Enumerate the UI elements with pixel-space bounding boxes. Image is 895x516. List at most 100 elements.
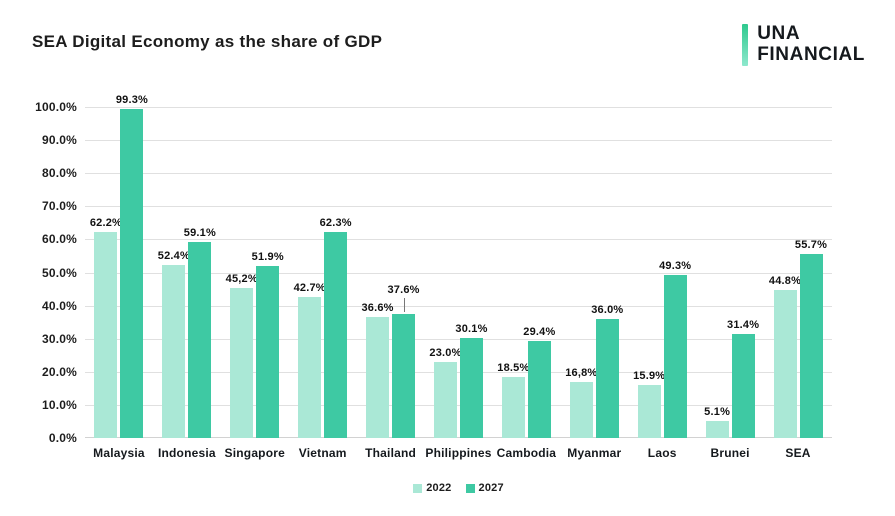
gridline <box>85 173 832 175</box>
y-tick-label: 20.0% <box>41 364 77 379</box>
bar-2022-thailand: 36.6% <box>361 302 393 438</box>
bar-group-cambodia: 18.5% 29.4% <box>492 107 560 438</box>
x-axis-labels: Malaysia Indonesia Singapore Vietnam Thailan… <box>85 446 832 460</box>
legend-swatch-icon <box>465 483 475 493</box>
gridline <box>85 371 832 373</box>
header: SEA Digital Economy as the share of GDP … <box>32 23 865 66</box>
bar-value-label: 52.4% <box>157 249 190 262</box>
bar-2022-sea: 44.8% <box>769 275 801 438</box>
x-label-thailand: Thailand <box>365 446 417 460</box>
x-label-myanmar: Myanmar <box>567 446 622 460</box>
bar-value-label: 62.3% <box>319 216 352 229</box>
bar-value-label: 59.1% <box>183 227 216 240</box>
x-label-sea: SEA <box>785 446 811 460</box>
bar-value-label: 49.3% <box>659 259 692 272</box>
bar-2022-singapore: 45,2% <box>226 273 258 438</box>
y-axis: 0.0% 10.0% 20.0% 30.0% 40.0% 50.0% 60.0% 70.0% 8… <box>10 100 85 445</box>
bar-2022-cambodia: 18.5% <box>497 362 529 438</box>
bar-group-singapore: 45,2% 51.9% <box>221 107 289 438</box>
bar-group-philippines: 23.0% 30.1% <box>425 107 493 438</box>
bar-2027-indonesia: 59.1% <box>184 227 216 438</box>
chart-title: SEA Digital Economy as the share of GDP <box>32 32 383 51</box>
gridline <box>85 338 832 340</box>
gridline <box>85 305 832 307</box>
gridline <box>85 206 832 208</box>
y-tick-label: 90.0% <box>41 133 77 148</box>
gridline <box>85 437 832 438</box>
legend-item-2022: 2022 <box>413 482 451 494</box>
logo-line1: UNA <box>757 23 801 44</box>
bar-group-sea: 44.8% 55.7% <box>764 107 832 438</box>
bar-group-brunei: 5.1% 31.4% <box>696 107 764 438</box>
bar-2027-brunei: 31.4% <box>727 319 759 438</box>
legend: 2022 2027 <box>85 482 832 494</box>
bar-value-label: 62.2% <box>89 217 123 230</box>
logo-line2: FINANCIAL <box>757 43 865 65</box>
bar-value-label: 18.5% <box>497 361 530 374</box>
y-tick-label: 100.0% <box>35 100 77 114</box>
bar-value-label: 51.9% <box>251 251 284 264</box>
x-label-laos: Laos <box>647 446 677 460</box>
bar-2022-malaysia: 62.2% <box>90 217 122 438</box>
x-label-vietnam: Vietnam <box>298 446 347 460</box>
x-label-philippines: Philippines <box>425 446 492 460</box>
bar-group-myanmar: 16,8% 36.0% <box>560 107 628 438</box>
bar-groups: 62.2% 99.3% 52.4% 59.1% 45,2% 51.9% 42.7% 62.3%… <box>85 94 832 438</box>
bar-value-label: 45,2% <box>225 273 258 286</box>
gridline <box>85 140 832 142</box>
legend-label: 2022 <box>426 482 452 494</box>
bar-2022-philippines: 23.0% <box>429 347 461 438</box>
logo-gradient-bar-icon <box>742 24 749 66</box>
bar-2022-myanmar: 16,8% <box>565 367 597 438</box>
bar-2022-vietnam: 42.7% <box>294 282 326 438</box>
bar-value-label: 30.1% <box>455 323 488 336</box>
x-label-cambodia: Cambodia <box>496 446 557 460</box>
bar-value-label: 37.6% <box>387 283 420 296</box>
y-tick-label: 40.0% <box>41 298 77 313</box>
bar-value-label: 44.8% <box>768 274 802 287</box>
logo-text: UNA FINANCIAL <box>757 23 865 66</box>
bar-value-label: 29.4% <box>523 325 556 338</box>
gridline <box>85 107 832 108</box>
bar-value-label: 99.3% <box>115 94 149 107</box>
bar-group-indonesia: 52.4% 59.1% <box>153 107 221 438</box>
bar-2027-sea: 55.7% <box>795 239 827 438</box>
x-label-brunei: Brunei <box>710 446 750 460</box>
una-financial-logo: UNA FINANCIAL <box>742 23 865 66</box>
bar-2022-brunei: 5.1% <box>704 406 730 438</box>
y-tick-label: 30.0% <box>41 331 77 346</box>
bar-group-malaysia: 62.2% 99.3% <box>85 94 153 438</box>
y-tick-label: 80.0% <box>41 166 77 181</box>
bar-2027-malaysia: 99.3% <box>116 94 148 438</box>
legend-item-2027: 2027 <box>465 482 504 494</box>
bar-2027-philippines: 30.1% <box>455 323 487 438</box>
gridline <box>85 272 832 274</box>
bar-2027-cambodia: 29.4% <box>523 326 555 438</box>
bar-2027-laos: 49.3% <box>659 260 691 438</box>
bar-2027-myanmar: 36.0% <box>591 304 623 438</box>
legend-label: 2027 <box>478 482 504 494</box>
bar-value-label: 5.1% <box>704 406 731 419</box>
x-label-malaysia: Malaysia <box>93 446 145 460</box>
bar-group-thailand: 36.6% 37.6% <box>357 107 425 438</box>
bar-value-label: 36.0% <box>591 303 624 316</box>
x-label-indonesia: Indonesia <box>157 446 216 460</box>
y-tick-label: 10.0% <box>41 397 77 412</box>
y-tick-label: 50.0% <box>41 265 77 280</box>
gridline <box>85 239 832 241</box>
bar-2022-laos: 15.9% <box>633 370 665 438</box>
bar-value-label: 55.7% <box>794 238 828 251</box>
bar-group-vietnam: 42.7% 62.3% <box>289 107 357 438</box>
gridline <box>85 404 832 406</box>
bar-value-label: 31.4% <box>727 319 760 332</box>
label-leader-line <box>403 297 405 312</box>
y-tick-label: 70.0% <box>41 199 77 214</box>
bar-value-label: 16,8% <box>565 367 598 380</box>
bar-2027-thailand: 37.6% <box>387 284 419 438</box>
bar-chart: 0.0% 10.0% 20.0% 30.0% 40.0% 50.0% 60.0% 70.0% 8… <box>10 94 832 494</box>
bar-value-label: 15.9% <box>633 370 666 383</box>
plot-area: 62.2% 99.3% 52.4% 59.1% 45,2% 51.9% 42.7% 62.3%… <box>85 94 832 438</box>
legend-swatch-icon <box>413 483 423 493</box>
x-label-singapore: Singapore <box>224 446 285 460</box>
